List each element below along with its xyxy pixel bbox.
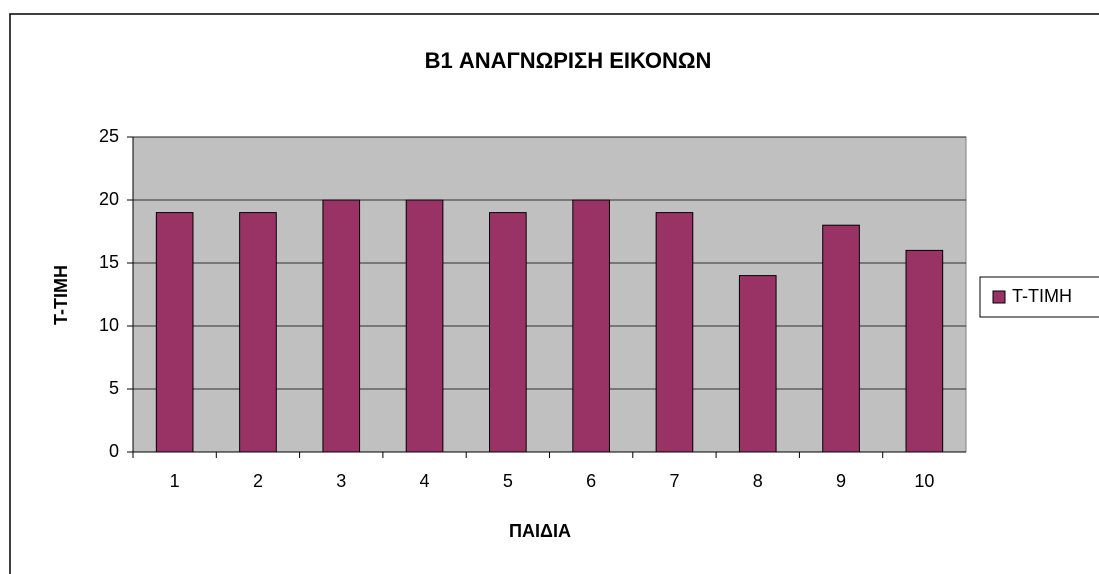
bar <box>738 275 777 453</box>
x-tick-label: 8 <box>753 471 763 491</box>
x-tick-label: 10 <box>914 471 934 491</box>
x-tick-label: 6 <box>586 471 596 491</box>
bar <box>572 199 610 453</box>
legend-swatch <box>992 290 1006 304</box>
bar <box>905 249 944 453</box>
bar <box>155 212 194 453</box>
x-tick-label: 5 <box>503 471 513 491</box>
legend-label: T-TIMH <box>1012 286 1072 306</box>
x-tick-label: 1 <box>170 471 180 491</box>
y-tick-label: 25 <box>99 126 119 146</box>
bar <box>239 212 277 453</box>
y-axis-label: T-TIMH <box>51 265 71 325</box>
bar <box>322 199 361 453</box>
y-tick-label: 10 <box>99 315 119 335</box>
chart-title: B1 ΑΝΑΓΝΩΡΙΣΗ ΕΙΚΟΝΩΝ <box>425 48 712 73</box>
bar <box>405 199 444 453</box>
x-tick-label: 3 <box>336 471 346 491</box>
y-tick-label: 0 <box>109 441 119 461</box>
x-axis-label: ΠΑΙΔΙΑ <box>509 521 571 541</box>
x-tick-label: 7 <box>669 471 679 491</box>
bar <box>822 224 860 453</box>
y-tick-label: 5 <box>109 378 119 398</box>
bar <box>655 212 694 453</box>
x-tick-label: 2 <box>253 471 263 491</box>
x-tick-label: 4 <box>420 471 430 491</box>
y-tick-label: 15 <box>99 252 119 272</box>
bar <box>489 212 527 453</box>
y-tick-label: 20 <box>99 189 119 209</box>
x-tick-label: 9 <box>836 471 846 491</box>
